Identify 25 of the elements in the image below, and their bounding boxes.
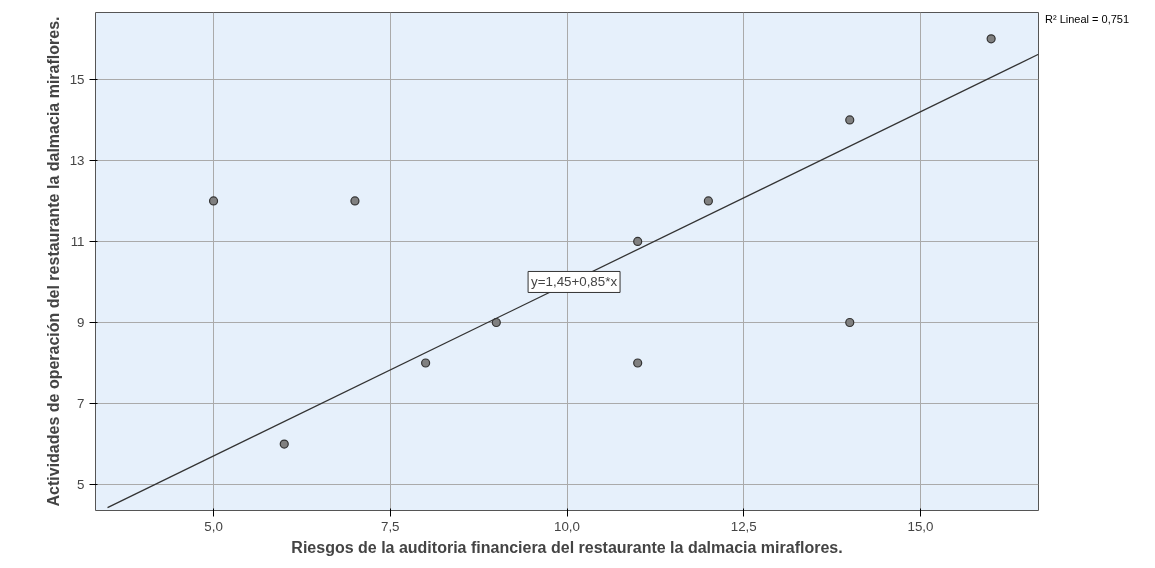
y-tick-label: 15 [69,71,85,87]
point [633,236,643,247]
y-tick-label: 7 [77,396,85,412]
y-axis-title: Actividades de operación del restaurante la dalmacia miraflores. [44,16,62,507]
point [845,115,855,125]
x-tick-label: 15,0 [907,518,934,534]
point [845,317,855,328]
point [208,196,219,206]
text: R² Lineal = 0,751 [1045,12,1130,27]
x-axis-title: Riesgos de la auditoria financiera del restaurante la dalmacia miraflores. [291,538,843,556]
x-tick-label: 7,5 [381,518,400,534]
point [279,439,289,449]
point [421,358,431,368]
y-tick-label: 13 [69,152,85,168]
point [986,34,996,44]
x-tick-label: 10,0 [554,518,580,534]
y-tick-label: 5 [77,477,85,493]
y-tick-label: 9 [77,314,85,330]
y-tick-label: 11 [70,233,85,249]
annotation: y=1,45+0,85*x [531,274,618,290]
point [633,358,643,368]
point [350,196,360,206]
x-tick-label: 5,0 [204,518,223,534]
x-tick-label: 12,5 [730,518,757,534]
point [703,196,713,206]
